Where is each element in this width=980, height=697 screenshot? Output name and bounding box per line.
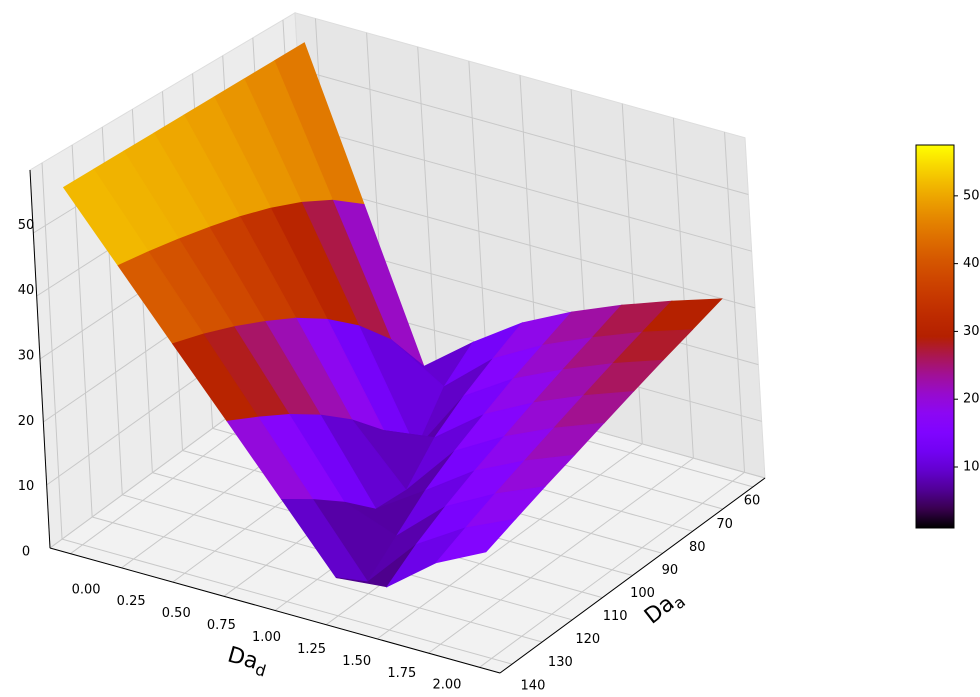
x-tick-label: 1.00 <box>252 630 281 645</box>
x-tick-label: 1.75 <box>387 666 416 681</box>
y-tick-label: 120 <box>575 632 600 647</box>
surface <box>62 42 723 588</box>
x-tick-label: 0.75 <box>207 618 236 633</box>
z-grid-line <box>301 125 752 252</box>
z-tick-label: 0 <box>22 545 30 560</box>
y-tick-label: 140 <box>521 678 546 693</box>
colorbar-body <box>915 144 955 529</box>
x-axis-label: Dad <box>224 643 271 681</box>
x-tick-label: 1.25 <box>297 642 326 657</box>
x-tick-label: 2.00 <box>432 678 461 693</box>
x-tick-label: 0.25 <box>117 594 146 609</box>
surface-patch <box>435 518 517 564</box>
y-tick-label: 100 <box>630 586 655 601</box>
y-tick-label: 80 <box>689 540 706 555</box>
colorbar-tick-label: 10 <box>963 459 980 474</box>
y-grid-line <box>61 538 513 665</box>
z-grid-line <box>298 69 749 195</box>
y-axis-line <box>499 477 766 674</box>
y-tick-label: 110 <box>603 609 628 624</box>
x-tick-label: 0.50 <box>162 606 191 621</box>
x-axis-line <box>49 547 501 674</box>
colorbar-tick-label: 20 <box>963 392 980 407</box>
z-tick-label: 40 <box>18 283 35 298</box>
z-axis-line <box>29 169 51 549</box>
x-axis-label-sub: d <box>253 659 268 680</box>
colorbar-tick-label: 30 <box>963 324 980 339</box>
z-grid-line <box>304 182 756 309</box>
y-grid-line <box>92 516 543 643</box>
colorbar: 10 20 30 40 50 <box>915 144 980 529</box>
y-tick-label: 60 <box>744 494 761 509</box>
z-tick-label: 50 <box>18 218 35 233</box>
y-tick-label: 130 <box>548 655 573 670</box>
colorbar-tick-label: 50 <box>963 188 980 203</box>
x-tick-label: 1.50 <box>342 654 371 669</box>
x-tick-label: 0.00 <box>72 582 101 597</box>
z-tick-label: 30 <box>18 349 35 364</box>
y-tick-label: 70 <box>716 517 733 532</box>
z-tick-label: 20 <box>18 414 35 429</box>
colorbar-tick-label: 40 <box>963 256 980 271</box>
z-tick-label: 10 <box>18 479 35 494</box>
y-tick-label: 90 <box>662 563 679 578</box>
